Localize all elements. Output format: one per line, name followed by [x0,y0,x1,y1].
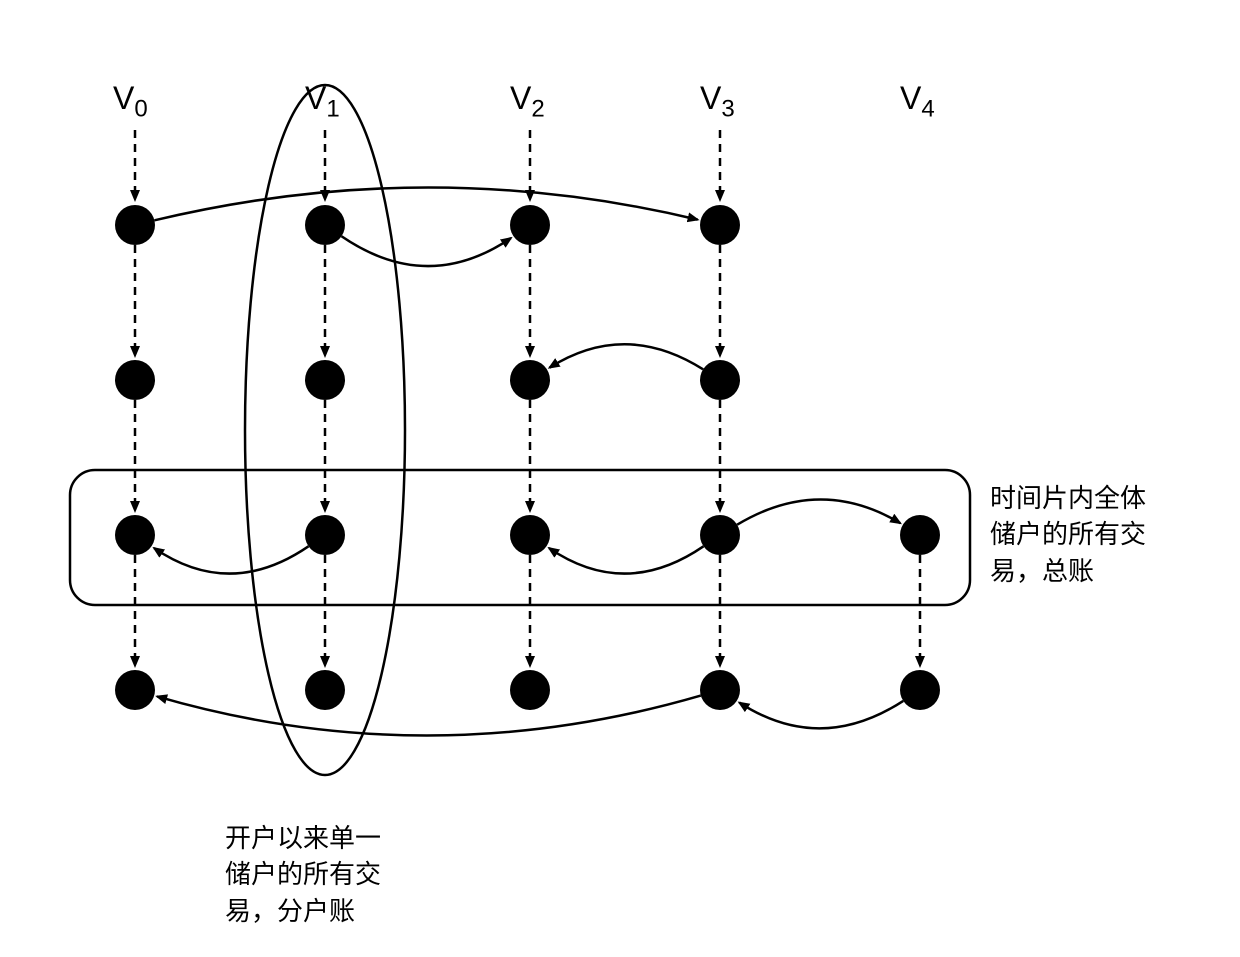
column-label-v1: V1 [305,80,340,123]
graph-node [700,515,740,555]
graph-node [700,360,740,400]
curved-edge [737,499,900,524]
annotation-line: 易，总账 [990,553,1146,589]
network-diagram [0,0,1240,952]
graph-node [305,515,345,555]
diagram-container: V0V1V2V3V4 时间片内全体储户的所有交易，总账开户以来单一储户的所有交易… [0,0,1240,952]
curved-edge [157,696,701,736]
annotation-line: 开户以来单一 [225,820,381,856]
annotation-line: 易，分户账 [225,893,381,929]
graph-node [305,205,345,245]
column-label-v3: V3 [700,80,735,123]
column-label-sub: 2 [531,95,544,122]
graph-node [115,515,155,555]
column-label-v2: V2 [510,80,545,123]
column-label-sub: 0 [134,95,147,122]
annotation-line: 时间片内全体 [990,480,1146,516]
curved-edge [739,701,903,728]
column-label-v0: V0 [113,80,148,123]
column-label-sub: 3 [721,95,734,122]
column-label-v4: V4 [900,80,935,123]
annotation-line: 储户的所有交 [990,516,1146,552]
graph-node [900,515,940,555]
curved-edge [154,187,697,220]
graph-node [510,515,550,555]
graph-node [900,670,940,710]
graph-node [510,205,550,245]
column-label-main: V [113,80,134,117]
curved-edge [154,546,309,573]
graph-node [700,670,740,710]
column-label-main: V [510,80,531,117]
column-label-sub: 4 [921,95,934,122]
column-label-main: V [700,80,721,117]
graph-node [115,205,155,245]
curved-edge [549,546,704,573]
graph-node [510,360,550,400]
column-label-sub: 1 [326,95,339,122]
bottom-annotation: 开户以来单一储户的所有交易，分户账 [225,820,381,929]
curved-edge [549,344,703,369]
graph-node [115,360,155,400]
graph-node [510,670,550,710]
graph-node [305,670,345,710]
graph-node [305,360,345,400]
graph-node [115,670,155,710]
column-label-main: V [305,80,326,117]
annotation-line: 储户的所有交 [225,856,381,892]
graph-node [700,205,740,245]
curved-edge [342,236,511,266]
right-annotation: 时间片内全体储户的所有交易，总账 [990,480,1146,589]
column-label-main: V [900,80,921,117]
